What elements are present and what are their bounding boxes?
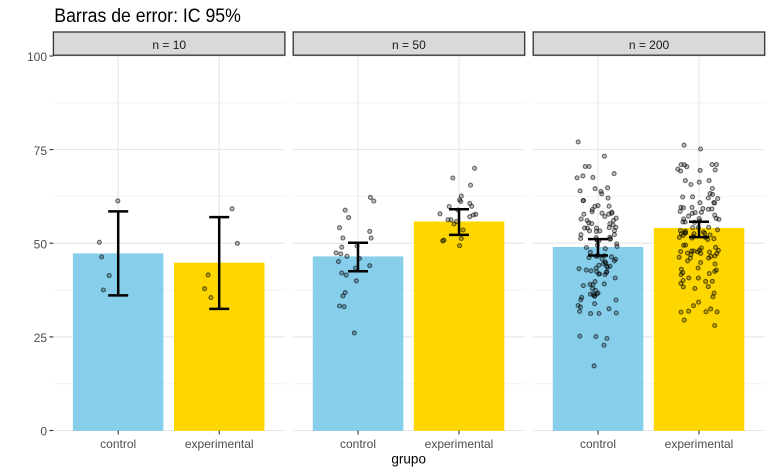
svg-text:experimental: experimental xyxy=(425,437,494,451)
svg-text:control: control xyxy=(580,437,616,451)
svg-text:control: control xyxy=(340,437,376,451)
svg-text:experimental: experimental xyxy=(185,437,254,451)
svg-text:100: 100 xyxy=(27,50,47,64)
svg-text:n = 200: n = 200 xyxy=(629,38,670,52)
svg-text:75: 75 xyxy=(34,144,48,158)
svg-text:0: 0 xyxy=(40,425,47,439)
svg-text:50: 50 xyxy=(34,237,48,251)
svg-text:Barras de error: IC 95%: Barras de error: IC 95% xyxy=(54,5,241,27)
svg-text:control: control xyxy=(100,437,136,451)
svg-text:25: 25 xyxy=(34,331,48,345)
svg-text:n = 50: n = 50 xyxy=(392,38,426,52)
svg-text:experimental: experimental xyxy=(665,437,734,451)
svg-text:n = 10: n = 10 xyxy=(152,38,186,52)
svg-text:grupo: grupo xyxy=(391,452,426,467)
